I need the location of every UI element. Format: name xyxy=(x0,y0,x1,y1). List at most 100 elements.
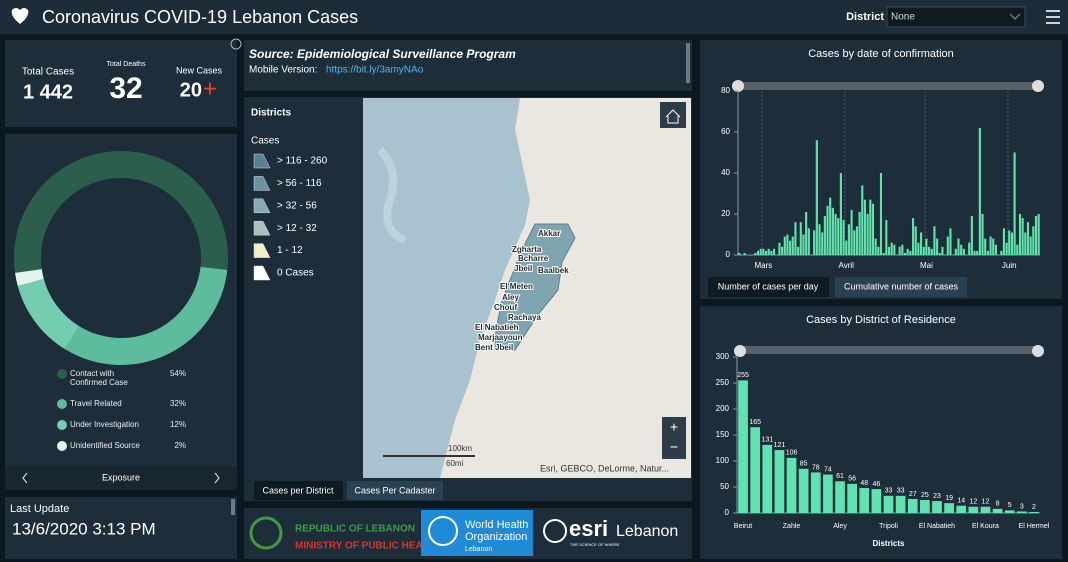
mobile-label: Mobile Version: xyxy=(249,65,317,76)
district-label: District xyxy=(846,11,884,23)
bar xyxy=(920,232,923,255)
bar xyxy=(754,252,757,255)
bar xyxy=(928,246,931,255)
chart-tab[interactable] xyxy=(835,277,967,297)
bar xyxy=(944,503,954,513)
stat-suffix: + xyxy=(203,75,217,102)
bar-value-label: 27 xyxy=(909,491,917,498)
bar xyxy=(863,199,867,255)
bar xyxy=(858,211,861,255)
zoom-in[interactable]: + xyxy=(670,419,678,435)
bar xyxy=(957,238,960,255)
bar xyxy=(791,236,794,255)
bar xyxy=(834,214,837,255)
bar-value-label: 3 xyxy=(1020,503,1024,510)
bar xyxy=(762,444,773,513)
bar-value-label: 14 xyxy=(957,498,965,505)
moph-line: REPUBLIC OF LEBANON xyxy=(295,524,415,535)
bar xyxy=(845,240,848,255)
bar xyxy=(925,238,928,255)
bar xyxy=(770,250,773,255)
bar-value-label: 61 xyxy=(836,473,844,480)
chart-tab-active[interactable] xyxy=(708,277,829,297)
x-tick-label: El Nabatieh xyxy=(919,523,955,530)
district-select[interactable] xyxy=(886,6,1026,28)
donut-slice xyxy=(17,278,80,350)
slider-handle[interactable] xyxy=(1032,345,1044,357)
range-slider[interactable] xyxy=(740,346,1040,354)
expand-icon[interactable] xyxy=(230,38,242,50)
map-tab-label: Cases per District xyxy=(262,485,334,495)
stat-value: 32 xyxy=(109,72,142,105)
bar xyxy=(980,506,991,513)
bar xyxy=(835,481,845,513)
chart-tab-label: Number of cases per day xyxy=(718,281,819,291)
bar xyxy=(759,248,762,255)
menu-button[interactable] xyxy=(1046,10,1060,24)
bar xyxy=(837,218,840,255)
bar xyxy=(903,252,907,255)
x-tick-label: Mai xyxy=(920,261,933,270)
map-tab-active[interactable] xyxy=(254,481,343,500)
legend-value: 12% xyxy=(169,420,186,429)
bar xyxy=(1008,230,1011,255)
chart-tab-label: Cumulative number of cases xyxy=(844,281,959,291)
bar xyxy=(810,472,821,513)
bar xyxy=(847,224,850,255)
source-title: Source: Epidemiological Surveillance Pro… xyxy=(249,47,516,61)
bar xyxy=(911,218,915,255)
bar xyxy=(831,207,834,255)
slider-handle[interactable] xyxy=(734,345,746,357)
bar xyxy=(826,205,829,255)
lebanon-districts xyxy=(494,223,576,351)
home-button[interactable] xyxy=(660,102,686,128)
bar xyxy=(821,232,824,255)
chart-title: Cases by District of Residence xyxy=(806,314,956,326)
bar xyxy=(871,489,882,513)
bar xyxy=(1034,216,1038,255)
bar xyxy=(906,248,909,255)
bar xyxy=(938,252,941,255)
next-arrow[interactable] xyxy=(214,472,220,484)
map-tab[interactable] xyxy=(347,481,443,500)
bar xyxy=(1002,228,1005,255)
bar xyxy=(756,250,760,255)
stats-panel xyxy=(5,40,237,127)
legend-swatch xyxy=(253,153,271,169)
bar xyxy=(970,216,973,255)
bar xyxy=(1018,214,1022,255)
slider-handle[interactable] xyxy=(1032,80,1044,92)
map-legend-subtitle: Cases xyxy=(251,136,279,147)
slider-handle[interactable] xyxy=(732,80,744,92)
bar xyxy=(764,250,768,255)
bar xyxy=(1013,152,1016,255)
place-label: Baalbek xyxy=(538,266,569,275)
zoom-out[interactable]: − xyxy=(670,439,678,455)
legend-dot xyxy=(57,399,67,409)
legend-label: > 116 - 260 xyxy=(277,156,328,167)
bar-value-label: 5 xyxy=(1008,502,1012,509)
legend-swatch xyxy=(253,220,271,236)
who-line: Lebanon xyxy=(465,546,492,553)
legend-label: > 56 - 116 xyxy=(277,178,322,189)
place-label: Bcharre xyxy=(518,254,549,263)
bar xyxy=(968,242,971,255)
x-tick-label: Aley xyxy=(833,523,847,530)
bar xyxy=(798,468,809,513)
place-label: Aley xyxy=(502,293,519,302)
bar xyxy=(920,500,930,513)
bar xyxy=(978,127,981,255)
bar xyxy=(1004,510,1015,513)
mobile-link[interactable]: https://bit.ly/3amyNAo xyxy=(326,65,424,76)
bar xyxy=(859,488,870,513)
bar xyxy=(932,501,942,513)
bar xyxy=(1026,222,1030,255)
bar xyxy=(907,498,918,513)
bar-value-label: 2 xyxy=(1032,504,1036,511)
bar xyxy=(1029,236,1032,255)
range-slider[interactable] xyxy=(738,82,1040,90)
zoom-control[interactable] xyxy=(662,417,686,459)
prev-arrow[interactable] xyxy=(22,472,28,484)
